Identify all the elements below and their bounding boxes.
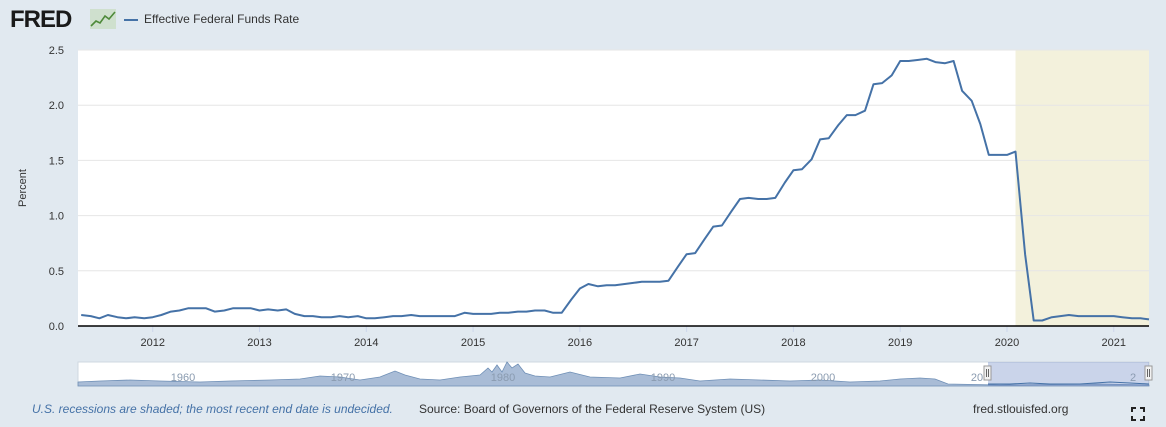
navigator-label: 1990 — [651, 372, 675, 384]
navigator-labels: 1960 1970 1980 1990 2000 20 2 — [171, 372, 1136, 384]
y-tick-label: 0.0 — [49, 321, 64, 333]
y-axis-ticks: 0.0 0.5 1.0 1.5 2.0 2.5 — [49, 45, 64, 333]
navigator-selection[interactable] — [988, 362, 1149, 386]
navigator-label: 20 — [971, 372, 983, 384]
series-line[interactable] — [81, 57, 1150, 322]
x-tick-label: 2014 — [354, 337, 378, 349]
y-tick-label: 1.5 — [49, 155, 64, 167]
site-link[interactable]: fred.stlouisfed.org — [973, 402, 1069, 416]
y-tick-label: 2.5 — [49, 45, 64, 57]
x-tick-label: 2018 — [781, 337, 805, 349]
navigator-label: 2000 — [811, 372, 835, 384]
navigator-area — [77, 361, 1150, 387]
x-tick-label: 2019 — [888, 337, 912, 349]
x-tick-label: 2020 — [995, 337, 1019, 349]
x-tick-label: 2017 — [674, 337, 698, 349]
y-tick-label: 2.0 — [49, 100, 64, 112]
chart-header: FRED Effective Federal Funds Rate — [0, 0, 1166, 40]
y-tick-label: 1.0 — [49, 211, 64, 223]
recession-note: U.S. recessions are shaded; the most rec… — [32, 402, 393, 416]
logo-graph-icon — [90, 9, 116, 29]
x-tick-label: 2013 — [247, 337, 271, 349]
navigator-label: 1970 — [331, 372, 355, 384]
grid-lines — [78, 49, 1149, 272]
chart-svg: 0.00.51.01.52.02.5 2012 2013 2014 2015 2016 2… — [17, 45, 1153, 387]
y-axis-title: Percent — [17, 169, 29, 207]
legend-swatch — [124, 18, 138, 21]
navigator-label: 2 — [1130, 372, 1136, 384]
plot-background — [78, 50, 1149, 326]
chart-legend[interactable]: Effective Federal Funds Rate — [124, 12, 299, 26]
navigator[interactable]: 1960 1970 1980 1990 2000 20 2 — [77, 361, 1153, 387]
recession-shade — [1015, 50, 1149, 326]
x-tick-label: 2015 — [461, 337, 485, 349]
navigator-selected-line — [988, 381, 1150, 385]
fred-logo[interactable]: FRED — [10, 6, 72, 33]
navigator-left-handle[interactable] — [983, 365, 992, 381]
y-tick-label: 0.5 — [49, 266, 64, 278]
fullscreen-icon[interactable] — [1131, 407, 1145, 421]
navigator-right-handle[interactable] — [1144, 365, 1153, 381]
x-axis-ticks: 2012 2013 2014 2015 2016 2017 2018 2019 2020 2021 — [141, 326, 1126, 349]
source-text: Source: Board of Governors of the Federa… — [419, 402, 766, 416]
series-group — [81, 57, 1150, 322]
recession-shading-group — [1015, 50, 1149, 326]
navigator-label: 1960 — [171, 372, 195, 384]
legend-label: Effective Federal Funds Rate — [144, 12, 300, 26]
x-tick-label: 2012 — [141, 337, 165, 349]
x-tick-label: 2021 — [1102, 337, 1126, 349]
x-tick-label: 2016 — [568, 337, 592, 349]
navigator-label: 1980 — [491, 372, 515, 384]
